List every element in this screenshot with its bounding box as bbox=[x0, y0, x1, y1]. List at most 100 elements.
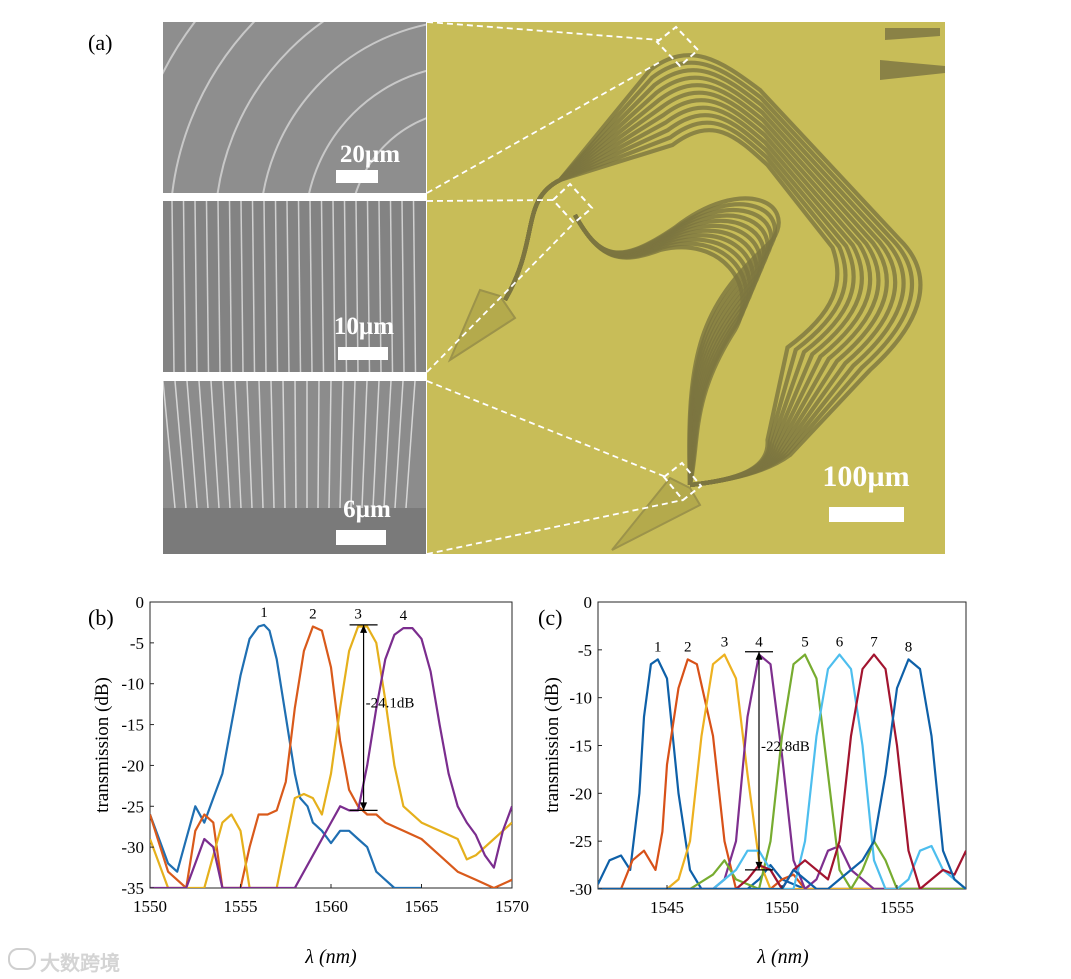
x-tick-label: 1555 bbox=[224, 897, 258, 916]
y-tick-label: -5 bbox=[578, 641, 592, 660]
chart-b-xlabel: λ (nm) bbox=[304, 946, 357, 968]
chart-b-ylabel: transmission (dB) bbox=[92, 677, 113, 813]
series-line-1 bbox=[598, 658, 966, 889]
sem-waveguide bbox=[205, 201, 210, 372]
sem-waveguide bbox=[297, 201, 302, 372]
zoom-box-middle bbox=[551, 182, 594, 225]
grating-coupler-1 bbox=[885, 28, 940, 40]
sem-waveguide bbox=[251, 201, 256, 372]
sem-taper-line bbox=[328, 381, 332, 509]
y-tick-label: 0 bbox=[584, 593, 593, 612]
sem-waveguide bbox=[274, 201, 279, 372]
sem-bottom-scale-label: 6µm bbox=[343, 496, 391, 523]
x-tick-label: 1550 bbox=[133, 897, 167, 916]
sem-waveguide bbox=[182, 201, 187, 372]
sem-waveguide bbox=[412, 201, 417, 372]
sem-middle-scale-label: 10µm bbox=[334, 313, 394, 340]
sem-waveguide bbox=[389, 201, 394, 372]
sem-inset-top: 20µm bbox=[163, 22, 426, 193]
grating-coupler-2 bbox=[880, 60, 945, 80]
panel-c-label: (c) bbox=[538, 605, 562, 630]
sem-taper-line bbox=[282, 381, 286, 509]
sem-taper-line bbox=[270, 381, 275, 509]
chart-c-ylabel: transmission (dB) bbox=[542, 677, 563, 813]
x-tick-label: 1545 bbox=[650, 898, 684, 917]
sem-taper-line bbox=[186, 381, 198, 509]
y-tick-label: -30 bbox=[569, 880, 592, 899]
series-label-1: 1 bbox=[654, 639, 662, 655]
series-label-2: 2 bbox=[309, 607, 317, 623]
sem-taper-line bbox=[394, 381, 404, 509]
annotation-text: -24.1dB bbox=[366, 696, 415, 712]
sem-taper-line bbox=[294, 381, 297, 509]
sem-taper-line bbox=[372, 381, 380, 509]
chart-b: (b) 1550 1555 1560 1565 1570 0 -5 -10 -15 -20 -25 -… bbox=[88, 593, 529, 968]
chart-b-frame bbox=[149, 601, 513, 889]
x-tick-label: 1565 bbox=[405, 897, 439, 916]
sem-bottom-scale-bar bbox=[336, 530, 386, 545]
sem-top-scale-bar bbox=[336, 170, 378, 183]
panel-b-label: (b) bbox=[88, 605, 114, 630]
sem-taper-line bbox=[339, 381, 344, 509]
sem-waveguide bbox=[332, 201, 336, 372]
y-tick-label: -15 bbox=[121, 716, 144, 735]
series-line-1 bbox=[150, 623, 422, 888]
chart-c: (c) 1545 1550 1555 0 -5 -10 -15 -20 -25 -30 1 2 3 4 5 6… bbox=[538, 593, 967, 968]
y-tick-label: -20 bbox=[121, 756, 144, 775]
arrow-head-down bbox=[360, 802, 368, 811]
output-taper bbox=[611, 476, 702, 551]
series-label-4: 4 bbox=[400, 608, 408, 624]
sem-taper-line bbox=[383, 381, 392, 509]
y-tick-label: -15 bbox=[569, 737, 592, 756]
x-tick-label: 1560 bbox=[314, 897, 348, 916]
annotation-text: -22.8dB bbox=[761, 739, 810, 755]
sem-taper-line bbox=[405, 381, 416, 509]
x-tick-label: 1570 bbox=[495, 897, 529, 916]
sem-taper-line bbox=[174, 381, 187, 509]
series-line-6 bbox=[598, 653, 966, 889]
y-tick-label: -10 bbox=[121, 675, 144, 694]
y-tick-label: -25 bbox=[121, 797, 144, 816]
chart-c-xlabel: λ (nm) bbox=[756, 946, 809, 968]
input-taper bbox=[447, 288, 517, 363]
waveguide-array bbox=[503, 53, 923, 488]
arrow-head-down bbox=[755, 861, 763, 870]
y-tick-label: -25 bbox=[569, 832, 592, 851]
watermark: 大数跨境 bbox=[8, 944, 148, 975]
zoom-box-bottom bbox=[662, 461, 703, 502]
series-line-3 bbox=[598, 653, 966, 889]
series-line-7 bbox=[598, 653, 966, 889]
sem-waveguide bbox=[309, 201, 313, 372]
sem-waveguide bbox=[171, 201, 175, 372]
series-label-8: 8 bbox=[905, 639, 913, 655]
micrograph-scale-label: 100µm bbox=[822, 460, 909, 493]
y-tick-label: -30 bbox=[121, 838, 144, 857]
y-tick-label: -10 bbox=[569, 689, 592, 708]
watermark-logo-icon bbox=[8, 948, 36, 970]
sem-waveguide bbox=[320, 201, 325, 372]
sem-waveguide bbox=[217, 201, 221, 372]
sem-middle-scale-bar bbox=[338, 347, 388, 360]
series-line-2 bbox=[598, 658, 966, 889]
sem-taper-line bbox=[317, 381, 320, 509]
series-label-4: 4 bbox=[755, 635, 763, 651]
sem-waveguide bbox=[263, 201, 267, 372]
sem-waveguide bbox=[366, 201, 371, 372]
series-label-2: 2 bbox=[684, 639, 692, 655]
sem-taper-line bbox=[350, 381, 356, 509]
x-tick-label: 1550 bbox=[765, 898, 799, 917]
series-line-4 bbox=[598, 653, 966, 889]
series-label-3: 3 bbox=[354, 607, 362, 623]
sem-waveguide bbox=[228, 201, 233, 372]
sem-inset-bottom: 6µm bbox=[163, 381, 426, 554]
sem-taper-line bbox=[361, 381, 368, 509]
sem-taper-line bbox=[258, 381, 264, 509]
series-label-3: 3 bbox=[721, 635, 729, 651]
series-label-6: 6 bbox=[836, 635, 844, 651]
panel-a-label: (a) bbox=[88, 30, 112, 55]
series-line-4 bbox=[150, 626, 512, 888]
series-line-8 bbox=[598, 658, 966, 889]
series-label-1: 1 bbox=[260, 605, 268, 621]
series-line-5 bbox=[598, 653, 966, 889]
